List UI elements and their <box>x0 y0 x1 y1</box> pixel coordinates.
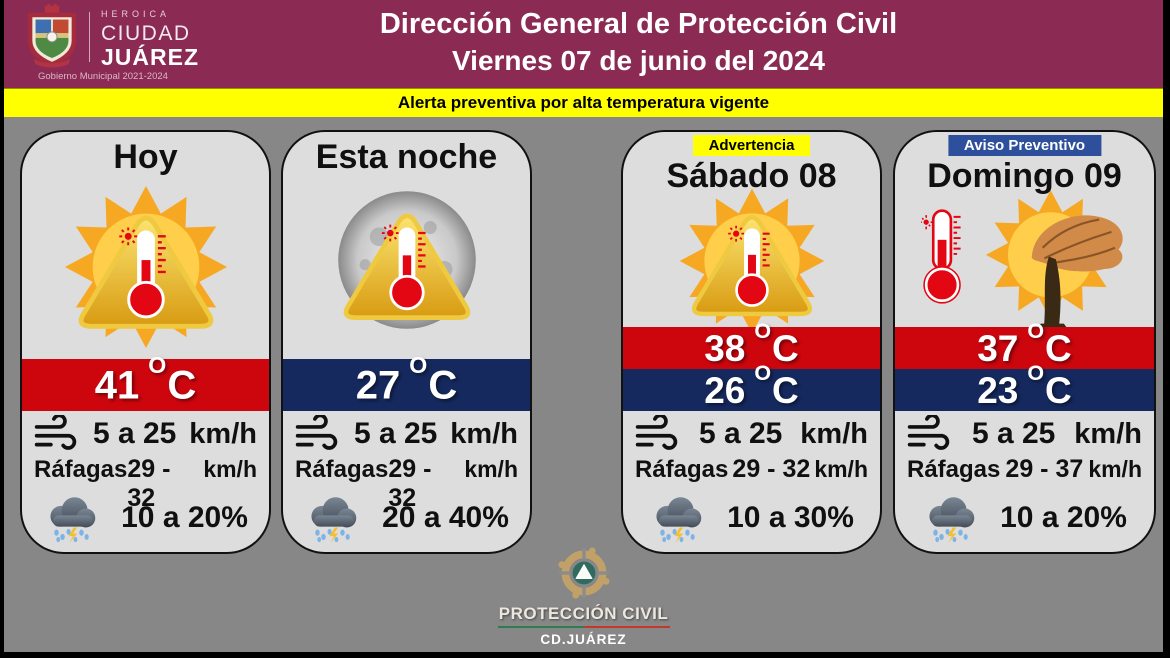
logo-heroica-label: HEROICA <box>101 9 171 19</box>
storm-cloud-icon <box>649 493 707 543</box>
gust-unit: km/h <box>464 456 518 482</box>
city-logo: HEROICA CIUDAD JUÁREZ <box>26 4 199 69</box>
footer-city-label: CD.JUÁREZ <box>540 632 627 647</box>
low-temp-value: 23 OC <box>977 360 1072 411</box>
high-temp-value: 38 OC <box>704 318 799 369</box>
low-temp-value: 26 OC <box>704 360 799 411</box>
high-temp-band: 38 OC <box>623 318 880 369</box>
logo-ciudad-label: CIUDAD <box>101 22 191 45</box>
poster-page: HEROICA CIUDAD JUÁREZ Gobierno Municipal… <box>4 0 1163 652</box>
gust-label: Ráfagas <box>635 456 729 483</box>
card-title: Domingo 09 <box>927 157 1122 195</box>
gust-label: Ráfagas <box>34 456 128 483</box>
wind-row: 5 a 25 km/h <box>907 413 1142 455</box>
header-titles: Dirección General de Protección Civil Vi… <box>224 5 1053 80</box>
wind-icon <box>635 415 681 453</box>
gust-label: Ráfagas <box>907 456 1001 483</box>
forecast-area: Hoy 41 OC 5 a 25 km/h Ráfagas 29 - 32 km/… <box>4 117 1163 652</box>
rain-row: 20 a 40% <box>295 490 518 546</box>
logo-government-label: Gobierno Municipal 2021-2024 <box>38 71 168 82</box>
advertencia-badge: Advertencia <box>692 135 811 156</box>
alert-banner: Alerta preventiva por alta temperatura v… <box>4 88 1163 117</box>
rain-chance: 20 a 40% <box>382 501 509 534</box>
wind-unit: km/h <box>1074 417 1142 450</box>
gust-unit: km/h <box>1088 456 1142 482</box>
rain-chance: 10 a 20% <box>121 501 248 534</box>
wind-row: 5 a 25 km/h <box>34 413 257 455</box>
gust-row: Ráfagas 29 - 32 km/h <box>34 455 257 512</box>
logo-juarez-label: JUÁREZ <box>101 44 200 70</box>
alert-banner-text: Alerta preventiva por alta temperatura v… <box>397 93 770 112</box>
rain-chance: 10 a 30% <box>727 501 854 534</box>
high-temp-band: 41 OC <box>22 352 269 411</box>
wind-range: 5 a 25 <box>971 417 1056 450</box>
forecast-card-hoy: Hoy 41 OC 5 a 25 km/h Ráfagas 29 - 32 km/… <box>20 130 271 554</box>
low-temp-band: 23 OC <box>895 360 1154 411</box>
logo-divider <box>89 12 90 62</box>
sun-heat-warning-icon <box>677 186 827 336</box>
forecast-card-domingo: Aviso Preventivo Domingo 09 37 OC 23 OC 5 … <box>893 130 1156 554</box>
storm-cloud-icon <box>43 493 101 543</box>
gust-label: Ráfagas <box>295 456 389 483</box>
low-temp-band: 27 OC <box>283 352 530 411</box>
aviso-preventivo-badge: Aviso Preventivo <box>947 135 1102 156</box>
gust-range: 29 - 37 <box>1005 455 1084 483</box>
gust-range: 29 - 32 <box>732 455 811 483</box>
gust-unit: km/h <box>203 456 257 482</box>
wind-range: 5 a 25 <box>92 417 177 450</box>
gust-range: 29 - 32 <box>388 455 432 512</box>
card-title: Esta noche <box>315 138 498 176</box>
wind-range: 5 a 25 <box>353 417 438 450</box>
wind-row: 5 a 25 km/h <box>635 413 868 455</box>
rain-row: 10 a 30% <box>635 490 868 546</box>
wind-unit: km/h <box>450 417 518 450</box>
high-temp-value: 37 OC <box>977 318 1072 369</box>
forecast-card-esta-noche: Esta noche 27 OC 5 a 25 km/h Ráfagas 29 -… <box>281 130 532 554</box>
high-temp-value: 41 OC <box>94 352 197 408</box>
wind-unit: km/h <box>189 417 257 450</box>
wind-icon <box>907 415 953 453</box>
moon-heat-warning-icon <box>328 181 486 339</box>
card-title: Hoy <box>113 138 178 176</box>
gust-unit: km/h <box>814 456 868 482</box>
wind-row: 5 a 25 km/h <box>295 413 518 455</box>
page-date: Viernes 07 de junio del 2024 <box>452 45 825 77</box>
footer-tricolor-rule <box>497 626 670 628</box>
wind-icon <box>34 415 80 453</box>
juarez-crest-icon <box>26 4 78 68</box>
wind-range: 5 a 25 <box>698 417 783 450</box>
proteccion-civil-logo: PROTECCIÓN CIVIL CD.JUÁREZ <box>497 544 670 652</box>
footer-org-label: PROTECCIÓN CIVIL <box>498 604 669 623</box>
thermometer-windy-tree-icon <box>906 186 1144 336</box>
low-temp-value: 27 OC <box>355 352 458 408</box>
high-temp-band: 37 OC <box>895 318 1154 369</box>
gust-range: 29 - 32 <box>127 455 171 512</box>
storm-cloud-icon <box>922 493 980 543</box>
rain-chance: 10 a 20% <box>1000 501 1127 534</box>
gust-row: Ráfagas 29 - 37 km/h <box>907 455 1142 488</box>
page-title: Dirección General de Protección Civil <box>379 8 898 40</box>
card-title: Sábado 08 <box>666 157 837 195</box>
gust-row: Ráfagas 29 - 32 km/h <box>635 455 868 488</box>
forecast-card-sabado: Advertencia Sábado 08 38 OC 26 OC 5 a 25 k… <box>621 130 882 554</box>
proteccion-civil-emblem-icon <box>555 544 613 602</box>
rain-row: 10 a 20% <box>907 490 1142 546</box>
wind-icon <box>295 415 341 453</box>
sun-heat-warning-icon <box>62 183 230 351</box>
storm-cloud-icon <box>304 493 362 543</box>
header-bar: HEROICA CIUDAD JUÁREZ Gobierno Municipal… <box>4 0 1163 88</box>
rain-row: 10 a 20% <box>34 490 257 546</box>
wind-unit: km/h <box>800 417 868 450</box>
low-temp-band: 26 OC <box>623 360 880 411</box>
gust-row: Ráfagas 29 - 32 km/h <box>295 455 518 512</box>
